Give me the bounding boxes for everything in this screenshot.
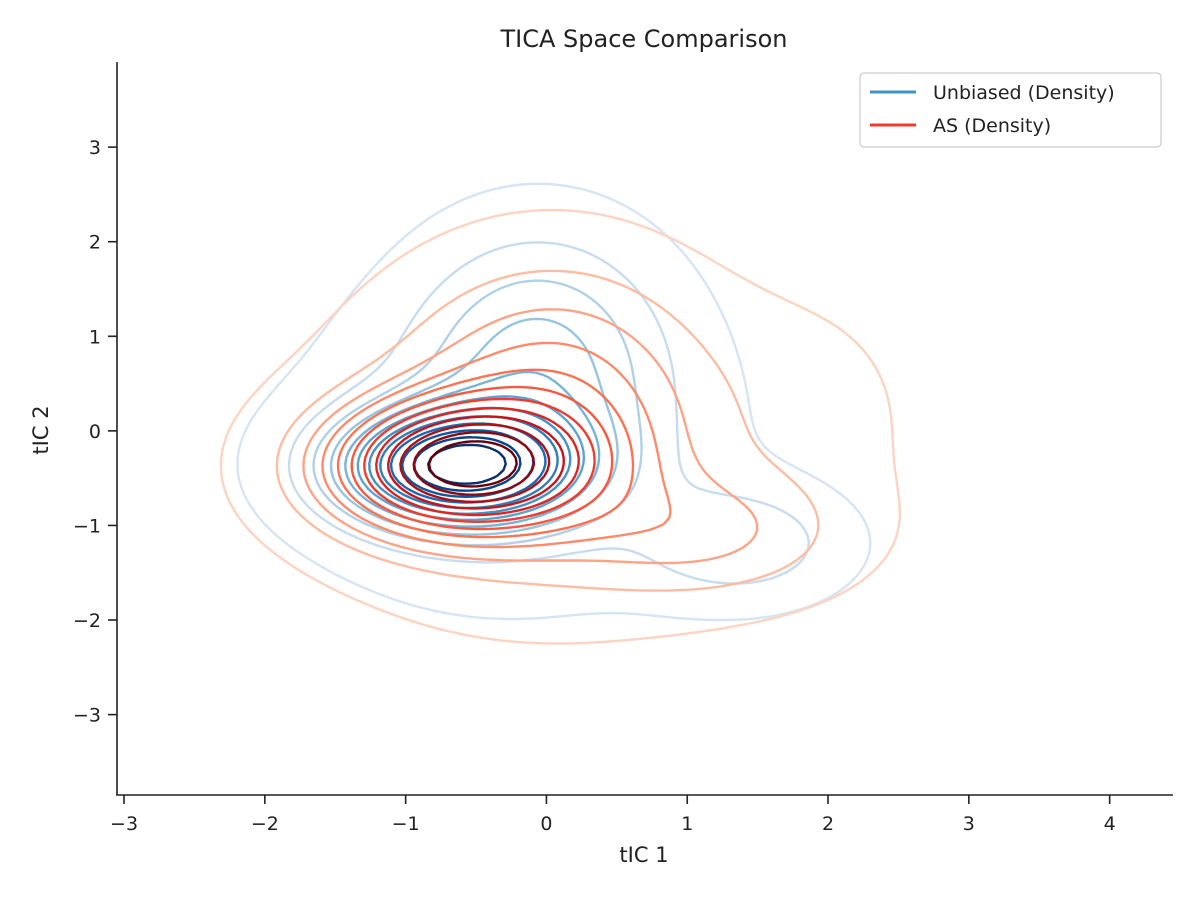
contour-level-line xyxy=(363,397,596,523)
y-tick-label: 1 xyxy=(89,326,101,348)
contour-series-as xyxy=(219,208,901,645)
contour-level-line xyxy=(399,423,551,503)
x-tick-label: 1 xyxy=(681,813,693,835)
y-tick-label: −2 xyxy=(73,610,101,632)
x-ticks: −3 −2 −1 0 1 2 3 4 xyxy=(110,795,1116,835)
contour-level-line xyxy=(302,308,759,565)
x-tick-label: 0 xyxy=(540,813,552,835)
legend-label-unbiased: Unbiased (Density) xyxy=(933,82,1115,104)
y-axis-title: tIC 2 xyxy=(29,405,53,454)
legend: Unbiased (Density) AS (Density) xyxy=(859,72,1162,148)
contour-level-line xyxy=(321,341,672,549)
y-tick-label: 2 xyxy=(89,232,101,254)
contour-level-line xyxy=(427,440,518,488)
y-ticks: −3 −2 −1 0 1 2 3 xyxy=(73,137,117,727)
contour-level-line xyxy=(336,368,635,539)
contour-level-line xyxy=(219,208,901,645)
x-tick-label: −2 xyxy=(251,813,279,835)
x-tick-label: 3 xyxy=(963,813,975,835)
chart-title: TICA Space Comparison xyxy=(499,25,787,53)
contour-level-line xyxy=(412,431,536,496)
y-tick-label: −3 xyxy=(73,705,101,727)
y-tick-label: 0 xyxy=(89,421,101,443)
y-tick-label: −1 xyxy=(73,515,101,537)
x-tick-label: −3 xyxy=(110,813,138,835)
contour-level-line xyxy=(236,182,872,622)
contour-level-line xyxy=(387,415,565,510)
legend-label-as: AS (Density) xyxy=(933,115,1051,137)
x-tick-label: 2 xyxy=(822,813,834,835)
y-tick-label: 3 xyxy=(89,137,101,159)
contour-level-line xyxy=(350,385,614,531)
contour-level-line xyxy=(275,269,820,592)
x-axis-title: tIC 1 xyxy=(619,843,668,867)
contour-series-unbiased xyxy=(236,182,872,622)
contour-level-line xyxy=(375,407,580,517)
x-tick-label: 4 xyxy=(1104,813,1116,835)
contour-layer xyxy=(219,182,901,645)
legend-frame xyxy=(859,72,1162,148)
x-tick-label: −1 xyxy=(392,813,420,835)
